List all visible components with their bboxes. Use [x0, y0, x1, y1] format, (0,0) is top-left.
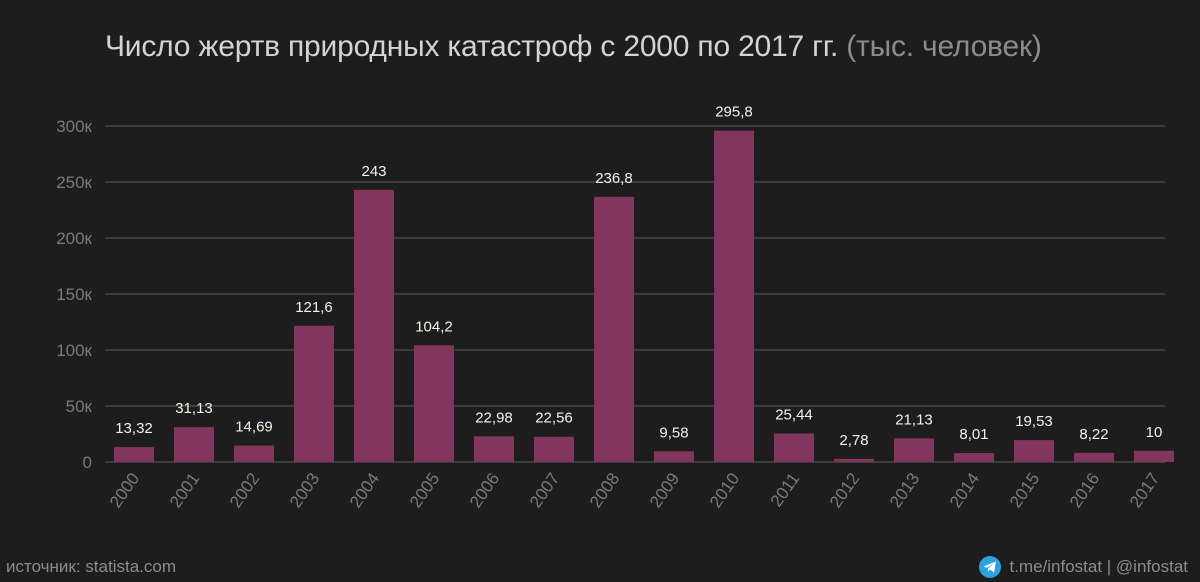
data-label: 121,6 — [295, 299, 333, 316]
data-label: 9,58 — [659, 424, 688, 441]
x-tick-label: 2004 — [346, 469, 383, 511]
data-label: 236,8 — [595, 170, 633, 187]
bar — [534, 436, 574, 462]
y-tick-label: 100к — [56, 341, 92, 360]
data-label: 22,98 — [475, 409, 513, 426]
x-tick-label: 2003 — [286, 469, 323, 511]
bar — [894, 438, 934, 462]
x-tick-label: 2009 — [646, 469, 683, 511]
data-label: 104,2 — [415, 318, 453, 335]
x-tick-label: 2005 — [406, 469, 443, 511]
x-tick-label: 2017 — [1126, 469, 1163, 511]
bar — [774, 433, 814, 462]
bar — [834, 458, 874, 462]
x-tick-label: 2008 — [586, 469, 623, 511]
bar — [234, 445, 274, 462]
y-tick-label: 150к — [56, 285, 92, 304]
x-tick-label: 2006 — [466, 469, 503, 511]
chart-title-main: Число жертв природных катастроф с 2000 п… — [105, 30, 839, 63]
source-note: источник: statista.com — [6, 557, 176, 576]
y-tick-label: 0 — [83, 453, 92, 472]
x-tick-label: 2001 — [166, 469, 203, 511]
y-tick-label: 250к — [56, 173, 92, 192]
data-label: 243 — [361, 163, 386, 180]
data-label: 8,01 — [959, 426, 988, 443]
bar — [354, 189, 394, 462]
data-label: 10 — [1146, 424, 1163, 441]
telegram-icon — [979, 556, 1002, 578]
chart-title: Число жертв природных катастроф с 2000 п… — [105, 30, 1042, 64]
bar — [714, 130, 754, 463]
data-label: 21,13 — [895, 411, 933, 428]
bar — [1074, 452, 1114, 462]
data-label: 2,78 — [839, 432, 868, 449]
data-label: 295,8 — [715, 104, 753, 121]
y-tick-label: 200к — [56, 229, 92, 248]
bar — [294, 325, 334, 462]
channel-credit[interactable]: t.me/infostat | @infostat — [979, 556, 1188, 578]
x-tick-label: 2013 — [886, 469, 923, 511]
chart-title-subtitle: (тыс. человек) — [846, 30, 1042, 63]
x-tick-label: 2012 — [826, 469, 863, 511]
bar — [1014, 440, 1054, 462]
data-label: 8,22 — [1079, 426, 1108, 443]
data-label: 22,56 — [535, 410, 573, 427]
x-tick-label: 2011 — [767, 469, 804, 510]
data-label: 25,44 — [775, 407, 813, 424]
x-tick-label: 2002 — [226, 469, 263, 511]
channel-link[interactable]: t.me/infostat | @infostat — [1009, 557, 1188, 576]
y-tick-label: 300к — [56, 117, 92, 136]
bar — [414, 345, 454, 462]
bar — [174, 427, 214, 462]
x-tick-label: 2010 — [706, 469, 743, 511]
data-label: 13,32 — [115, 420, 153, 437]
y-tick-label: 50к — [66, 397, 93, 416]
bar — [954, 453, 994, 462]
data-label: 19,53 — [1015, 413, 1053, 430]
bar — [654, 451, 694, 462]
x-tick-label: 2014 — [946, 469, 983, 511]
x-tick-label: 2016 — [1066, 469, 1103, 511]
bar — [1134, 450, 1174, 462]
x-tick-label: 2000 — [106, 469, 143, 511]
bar — [114, 447, 154, 462]
bar — [594, 196, 634, 462]
x-tick-label: 2007 — [526, 469, 563, 511]
bar — [474, 436, 514, 462]
x-tick-label: 2015 — [1006, 469, 1043, 511]
data-label: 14,69 — [235, 419, 273, 436]
data-label: 31,13 — [175, 400, 213, 417]
